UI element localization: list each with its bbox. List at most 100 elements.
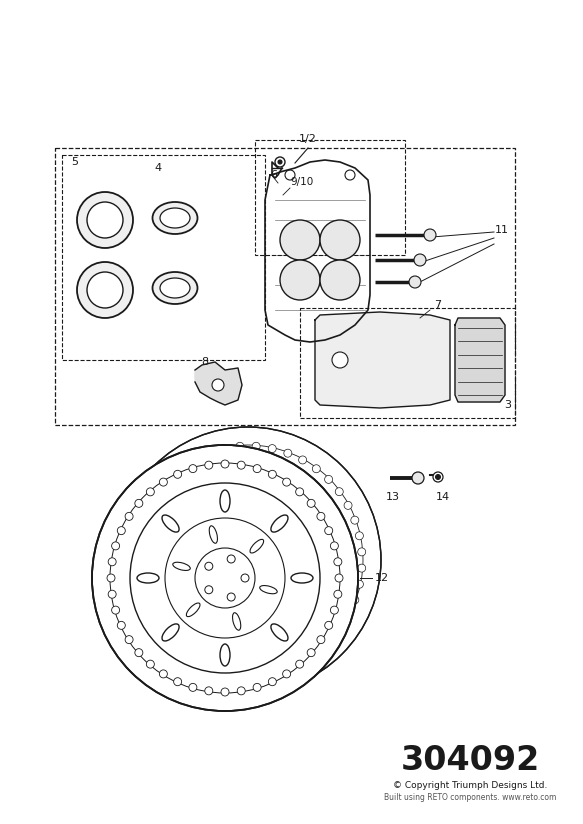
Circle shape xyxy=(130,564,138,572)
Text: 4: 4 xyxy=(154,163,161,173)
Circle shape xyxy=(424,229,436,241)
Circle shape xyxy=(189,656,198,664)
Circle shape xyxy=(189,683,197,691)
Circle shape xyxy=(144,611,152,619)
Circle shape xyxy=(356,531,363,540)
Circle shape xyxy=(296,660,304,668)
Circle shape xyxy=(144,501,152,509)
Circle shape xyxy=(325,621,333,630)
Ellipse shape xyxy=(209,526,217,543)
Circle shape xyxy=(237,461,245,469)
Circle shape xyxy=(137,596,145,604)
Circle shape xyxy=(332,352,348,368)
Text: 14: 14 xyxy=(436,492,450,502)
Circle shape xyxy=(317,513,325,521)
Circle shape xyxy=(132,580,141,588)
Circle shape xyxy=(278,160,282,164)
Circle shape xyxy=(433,472,443,482)
Circle shape xyxy=(115,427,381,693)
Ellipse shape xyxy=(162,515,179,532)
Ellipse shape xyxy=(160,278,190,298)
Circle shape xyxy=(205,586,213,594)
Circle shape xyxy=(414,254,426,266)
Circle shape xyxy=(117,527,125,535)
Circle shape xyxy=(298,656,307,664)
Circle shape xyxy=(298,456,307,464)
Ellipse shape xyxy=(271,624,288,641)
Circle shape xyxy=(284,662,292,671)
Circle shape xyxy=(268,677,276,686)
Circle shape xyxy=(125,513,133,521)
Circle shape xyxy=(175,465,184,473)
Ellipse shape xyxy=(291,573,313,583)
Circle shape xyxy=(320,220,360,260)
Circle shape xyxy=(268,667,276,676)
Circle shape xyxy=(283,670,291,678)
Circle shape xyxy=(174,677,182,686)
Circle shape xyxy=(108,558,116,566)
Text: 13: 13 xyxy=(386,492,400,502)
Circle shape xyxy=(189,456,198,464)
Circle shape xyxy=(125,635,133,644)
Ellipse shape xyxy=(187,603,200,616)
Circle shape xyxy=(174,471,182,478)
Ellipse shape xyxy=(153,202,198,234)
Circle shape xyxy=(163,475,171,484)
Ellipse shape xyxy=(153,272,198,304)
Circle shape xyxy=(146,488,154,496)
Circle shape xyxy=(358,564,366,572)
Circle shape xyxy=(312,465,320,473)
Circle shape xyxy=(204,449,212,457)
Circle shape xyxy=(284,449,292,457)
Circle shape xyxy=(412,472,424,484)
Circle shape xyxy=(307,499,315,508)
Circle shape xyxy=(221,460,229,468)
Text: 11: 11 xyxy=(495,225,509,235)
Circle shape xyxy=(87,202,123,238)
Circle shape xyxy=(135,648,143,657)
Circle shape xyxy=(117,621,125,630)
Ellipse shape xyxy=(220,644,230,666)
Ellipse shape xyxy=(259,586,277,594)
Circle shape xyxy=(108,590,116,598)
Circle shape xyxy=(351,516,359,524)
Circle shape xyxy=(358,548,366,556)
Circle shape xyxy=(325,475,333,484)
Circle shape xyxy=(436,475,441,480)
Circle shape xyxy=(237,687,245,695)
Text: 12: 12 xyxy=(375,573,389,583)
Circle shape xyxy=(227,593,235,601)
Circle shape xyxy=(111,606,120,614)
Circle shape xyxy=(280,260,320,300)
Circle shape xyxy=(77,262,133,318)
Ellipse shape xyxy=(233,613,241,630)
Text: 5: 5 xyxy=(72,157,79,167)
Text: 3: 3 xyxy=(504,400,511,410)
Circle shape xyxy=(220,445,228,452)
Circle shape xyxy=(325,637,333,644)
Circle shape xyxy=(77,192,133,248)
Circle shape xyxy=(331,542,338,550)
Circle shape xyxy=(351,596,359,604)
Text: © Copyright Triumph Designs Ltd.: © Copyright Triumph Designs Ltd. xyxy=(393,781,547,790)
Bar xyxy=(62,155,265,360)
Circle shape xyxy=(283,478,291,486)
Ellipse shape xyxy=(137,573,159,583)
Ellipse shape xyxy=(173,562,190,570)
Text: 1/2: 1/2 xyxy=(299,134,317,144)
Circle shape xyxy=(335,574,343,582)
Circle shape xyxy=(268,471,276,478)
Circle shape xyxy=(344,501,352,509)
Circle shape xyxy=(159,670,167,678)
Circle shape xyxy=(356,580,363,588)
Circle shape xyxy=(87,272,123,308)
Circle shape xyxy=(212,379,224,391)
Ellipse shape xyxy=(271,515,288,532)
Text: 8: 8 xyxy=(202,357,209,367)
Circle shape xyxy=(220,667,228,676)
Circle shape xyxy=(320,260,360,300)
Circle shape xyxy=(107,574,115,582)
Text: 9/10: 9/10 xyxy=(290,177,313,187)
Ellipse shape xyxy=(250,540,264,553)
Circle shape xyxy=(241,574,249,582)
